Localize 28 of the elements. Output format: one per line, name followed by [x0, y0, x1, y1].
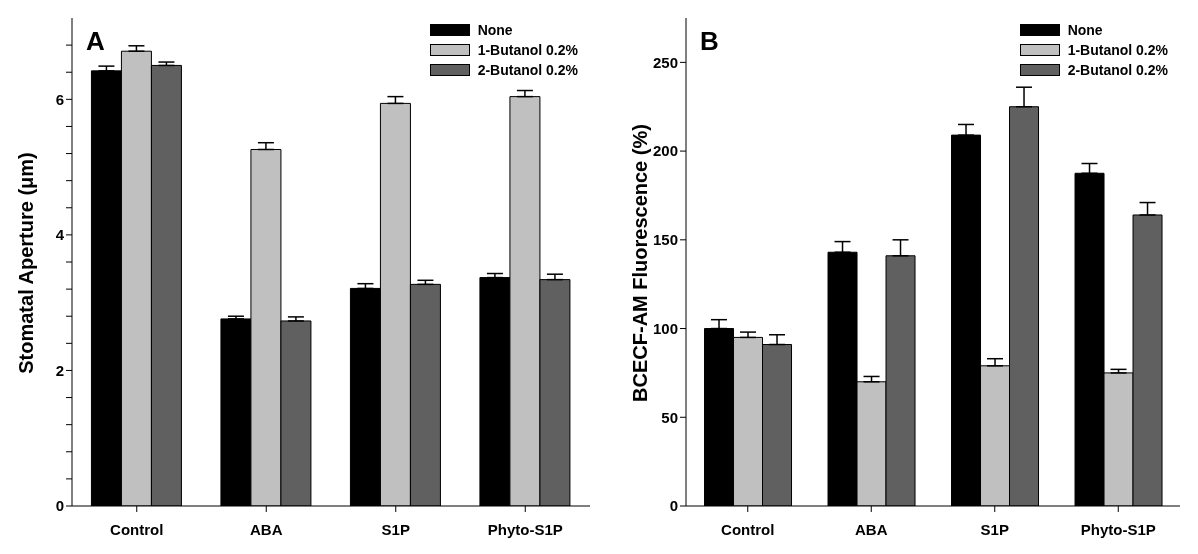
y-tick-label: 50 — [661, 408, 678, 426]
legend-label: None — [477, 21, 513, 39]
y-tick-label: 0 — [55, 497, 64, 515]
x-tick-label: ABA — [250, 520, 283, 538]
x-tick-label: Control — [110, 520, 164, 538]
x-tick-label: Phyto-S1P — [487, 520, 563, 538]
y-tick-label: 100 — [652, 319, 678, 337]
chart-title: B — [700, 26, 719, 56]
y-axis-title: BCECF-AM Fluorescence (%) — [629, 124, 651, 402]
y-axis-title: Stomatal Aperture (μm) — [15, 152, 37, 374]
legend-label: None — [1067, 21, 1103, 39]
y-tick-label: 0 — [669, 497, 678, 515]
x-tick-label: Control — [721, 520, 775, 538]
legend-label: 2-Butanol 0.2% — [477, 61, 578, 79]
x-tick-label: ABA — [855, 520, 888, 538]
y-tick-label: 150 — [652, 231, 678, 249]
y-tick-label: 250 — [652, 53, 678, 71]
legend-label: 1-Butanol 0.2% — [477, 41, 578, 59]
x-tick-label: S1P — [980, 520, 1009, 538]
legend-label: 2-Butanol 0.2% — [1067, 61, 1168, 79]
legend-label: 1-Butanol 0.2% — [1067, 41, 1168, 59]
x-tick-label: S1P — [381, 520, 410, 538]
y-tick-label: 200 — [652, 142, 678, 160]
x-tick-label: Phyto-S1P — [1080, 520, 1156, 538]
y-tick-label: 2 — [55, 361, 64, 379]
y-tick-label: 6 — [55, 90, 64, 108]
y-tick-label: 4 — [55, 226, 65, 244]
chart-title: A — [86, 26, 105, 56]
